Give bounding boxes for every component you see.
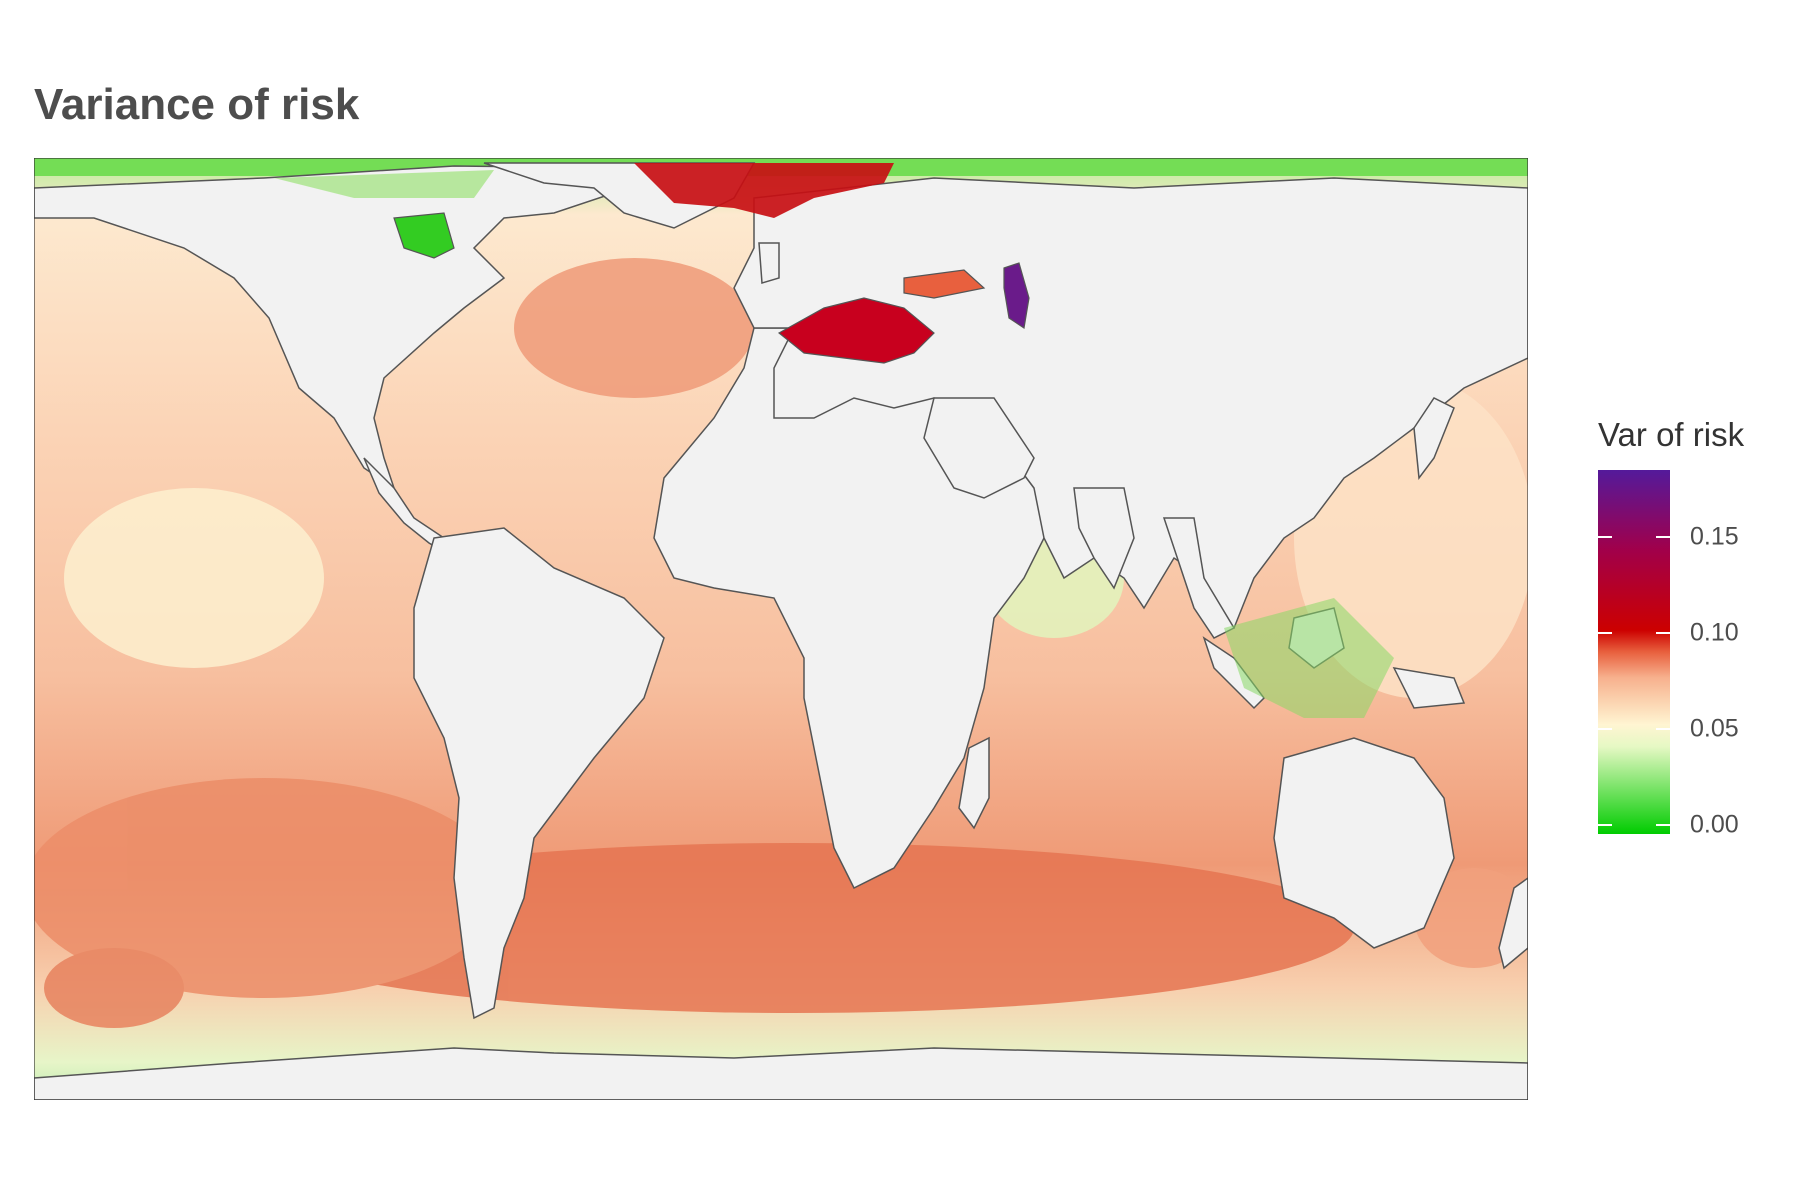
indochina bbox=[1162, 517, 1236, 639]
legend-label-0.15: 0.15 bbox=[1690, 522, 1739, 551]
new-zealand bbox=[1498, 877, 1528, 970]
antarctica bbox=[34, 1047, 1528, 1100]
world-map[interactable] bbox=[34, 158, 1528, 1100]
legend-label-0.10: 0.10 bbox=[1690, 618, 1739, 647]
mediterranean-sea bbox=[777, 297, 935, 364]
australia bbox=[1273, 737, 1455, 949]
caspian-sea bbox=[1003, 262, 1030, 330]
british-isles bbox=[758, 242, 780, 284]
chart-title: Variance of risk bbox=[34, 80, 360, 129]
legend-title: Var of risk bbox=[1598, 416, 1745, 453]
india bbox=[1073, 487, 1135, 590]
new-guinea bbox=[1392, 667, 1466, 709]
legend-label-0.00: 0.00 bbox=[1690, 810, 1739, 839]
south-pacific-band bbox=[34, 778, 504, 998]
black-sea bbox=[903, 269, 986, 299]
madagascar bbox=[958, 736, 990, 830]
indonesian-shelf bbox=[1224, 598, 1394, 718]
hudson-bay bbox=[393, 212, 455, 259]
legend-colorbar: 0.15 0.10 0.05 0.00 bbox=[1598, 470, 1739, 839]
central-pacific-green bbox=[64, 488, 324, 668]
color-legend: Var of risk 0.15 0.10 0.05 0.00 bbox=[1598, 416, 1798, 856]
norwegian-sea bbox=[634, 163, 894, 218]
arabian-peninsula bbox=[923, 397, 1035, 499]
south-pacific-east bbox=[44, 948, 184, 1028]
japan bbox=[1413, 397, 1455, 480]
north-atlantic-patch bbox=[514, 258, 754, 398]
legend-label-0.05: 0.05 bbox=[1690, 714, 1739, 743]
arctic-canada-shelf bbox=[274, 170, 494, 198]
south-america bbox=[413, 527, 665, 1020]
